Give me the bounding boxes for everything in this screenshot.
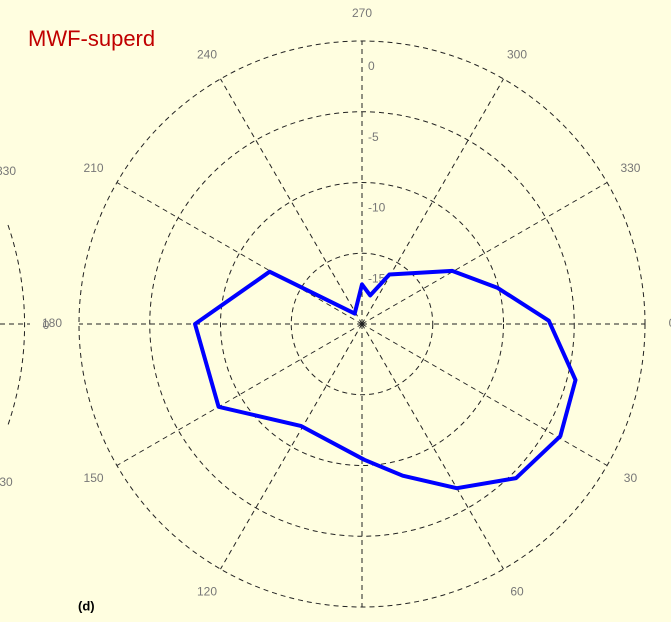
grid-spoke: [361, 323, 504, 570]
grid-spoke: [361, 182, 608, 325]
angle-tick-label: 330: [620, 161, 640, 175]
angle-tick-label: 120: [197, 585, 217, 599]
panel-label: (d): [78, 598, 95, 613]
angle-tick-label: 180: [42, 316, 62, 330]
grid-spoke: [116, 182, 363, 325]
angle-tick-label: 270: [352, 6, 372, 20]
angle-tick-label: 30: [624, 471, 638, 485]
pattern-line: [193, 268, 578, 491]
chart-title: MWF-superd: [28, 26, 155, 51]
grid-ring: [149, 111, 575, 537]
angle-tick-label: 240: [197, 48, 217, 62]
grid-ring: [220, 182, 504, 466]
r-tick-label: -10: [368, 201, 386, 215]
neighbor-label: 30: [0, 475, 13, 489]
grid-spoke: [361, 78, 504, 325]
angle-tick-label: 60: [510, 585, 524, 599]
grid-spoke: [116, 323, 363, 466]
angle-tick-label: 210: [84, 161, 104, 175]
r-tick-label: -5: [368, 130, 379, 144]
grid-ring: [290, 252, 434, 396]
angle-tick-label: 0: [669, 316, 671, 330]
grid-spoke: [361, 323, 608, 466]
grid-spoke: [220, 323, 363, 570]
angle-tick-label: 150: [84, 471, 104, 485]
neighbor-label: 0: [43, 318, 50, 332]
grid-spoke: [220, 78, 363, 325]
neighbor-label: 330: [0, 164, 16, 178]
neighbor-ring: [7, 224, 26, 426]
angle-tick-label: 300: [507, 48, 527, 62]
r-tick-label: 0: [368, 59, 375, 73]
